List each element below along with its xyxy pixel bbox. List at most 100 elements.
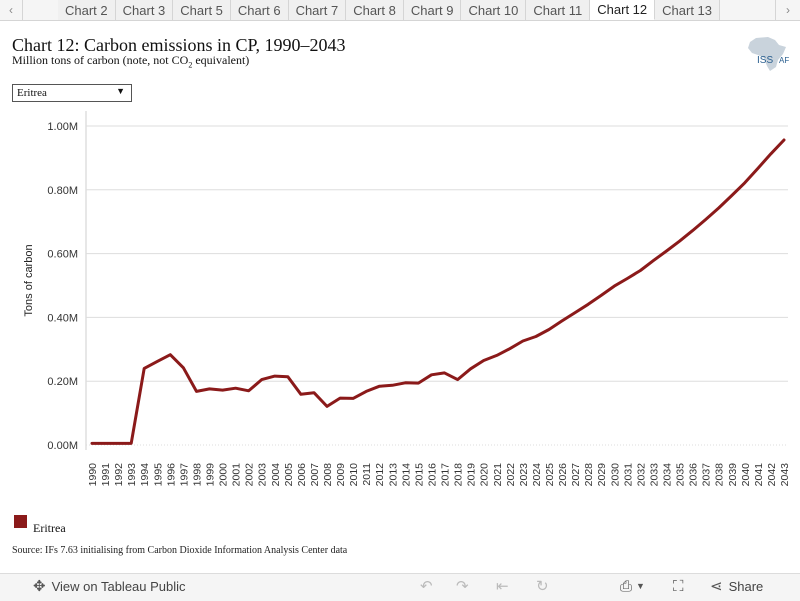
tab-chart-9[interactable]: Chart 9 bbox=[403, 0, 462, 20]
chart-subtitle: Million tons of carbon (note, not CO2 eq… bbox=[12, 53, 250, 70]
x-tick-label: 2029 bbox=[596, 463, 608, 487]
data-point[interactable] bbox=[103, 441, 108, 446]
data-point[interactable] bbox=[311, 390, 316, 395]
data-point[interactable] bbox=[625, 276, 630, 281]
data-point[interactable] bbox=[546, 327, 551, 332]
data-point[interactable] bbox=[194, 389, 199, 394]
data-point[interactable] bbox=[586, 302, 591, 307]
data-point[interactable] bbox=[116, 441, 121, 446]
data-point[interactable] bbox=[285, 374, 290, 379]
data-point[interactable] bbox=[520, 339, 525, 344]
data-point[interactable] bbox=[416, 381, 421, 386]
data-point[interactable] bbox=[755, 166, 760, 171]
x-tick-label: 1992 bbox=[113, 463, 125, 487]
svg-text:ISS: ISS bbox=[757, 55, 773, 66]
x-tick-label: 2026 bbox=[557, 463, 569, 487]
data-point[interactable] bbox=[233, 386, 238, 391]
data-point[interactable] bbox=[403, 380, 408, 385]
country-filter-dropdown[interactable]: Eritrea ▼ bbox=[12, 84, 132, 102]
chevron-left-icon: ‹ bbox=[9, 3, 13, 17]
tableau-logo-icon: ✥ bbox=[33, 578, 46, 595]
data-point[interactable] bbox=[651, 258, 656, 263]
data-point[interactable] bbox=[690, 228, 695, 233]
y-axis-title: Tons of carbon bbox=[23, 244, 35, 316]
x-tick-label: 2032 bbox=[635, 463, 647, 487]
data-point[interactable] bbox=[664, 249, 669, 254]
data-point[interactable] bbox=[507, 346, 512, 351]
x-tick-label: 2003 bbox=[257, 463, 269, 487]
data-point[interactable] bbox=[677, 239, 682, 244]
data-point[interactable] bbox=[390, 383, 395, 388]
data-point[interactable] bbox=[351, 396, 356, 401]
download-button[interactable]: ⎙ ▼ bbox=[620, 579, 645, 594]
revert-button[interactable]: ⇤ bbox=[496, 579, 509, 594]
data-point[interactable] bbox=[455, 377, 460, 382]
data-point[interactable] bbox=[494, 353, 499, 358]
x-tick-label: 2005 bbox=[283, 463, 295, 487]
data-point[interactable] bbox=[442, 370, 447, 375]
data-point[interactable] bbox=[377, 384, 382, 389]
tab-chart-2[interactable]: Chart 2 bbox=[58, 0, 116, 20]
view-on-tableau-button[interactable]: ✥ View on Tableau Public bbox=[33, 579, 186, 594]
redo-button[interactable]: ↷ bbox=[456, 579, 469, 594]
country-filter-value: Eritrea bbox=[17, 87, 47, 99]
data-point[interactable] bbox=[338, 396, 343, 401]
data-point[interactable] bbox=[612, 284, 617, 289]
data-point[interactable] bbox=[768, 151, 773, 156]
data-point[interactable] bbox=[429, 372, 434, 377]
data-point[interactable] bbox=[272, 374, 277, 379]
data-point[interactable] bbox=[599, 293, 604, 298]
tab-chart-11[interactable]: Chart 11 bbox=[526, 0, 591, 20]
tab-scroll-left-button[interactable]: ‹ bbox=[0, 0, 23, 20]
series-line-eritrea[interactable] bbox=[90, 138, 786, 445]
refresh-button[interactable]: ↻ bbox=[536, 579, 549, 594]
x-tick-label: 2002 bbox=[244, 463, 256, 487]
x-tick-label: 2028 bbox=[583, 463, 595, 487]
data-point[interactable] bbox=[325, 404, 330, 409]
data-point[interactable] bbox=[155, 359, 160, 364]
x-tick-label: 2000 bbox=[218, 463, 230, 487]
data-point[interactable] bbox=[638, 268, 643, 273]
data-point[interactable] bbox=[468, 366, 473, 371]
undo-button[interactable]: ↶ bbox=[420, 579, 433, 594]
data-point[interactable] bbox=[703, 217, 708, 222]
tab-chart-10[interactable]: Chart 10 bbox=[461, 0, 527, 20]
x-tick-label: 2022 bbox=[505, 463, 517, 487]
data-point[interactable] bbox=[533, 334, 538, 339]
x-tick-label: 2031 bbox=[622, 463, 634, 487]
tab-chart-3[interactable]: Chart 3 bbox=[115, 0, 174, 20]
tab-chart-12[interactable]: Chart 12 bbox=[590, 0, 656, 20]
x-tick-label: 2006 bbox=[296, 463, 308, 487]
data-point[interactable] bbox=[364, 389, 369, 394]
data-point[interactable] bbox=[207, 386, 212, 391]
data-point[interactable] bbox=[168, 352, 173, 357]
data-point[interactable] bbox=[716, 205, 721, 210]
data-point[interactable] bbox=[298, 392, 303, 397]
data-point[interactable] bbox=[782, 138, 787, 143]
fullscreen-button[interactable]: ⛶ bbox=[673, 579, 684, 594]
data-point[interactable] bbox=[560, 318, 565, 323]
x-tick-label: 2038 bbox=[714, 463, 726, 487]
share-button[interactable]: ⋖ Share bbox=[710, 579, 763, 594]
data-point[interactable] bbox=[246, 388, 251, 393]
data-point[interactable] bbox=[220, 388, 225, 393]
data-point[interactable] bbox=[742, 180, 747, 185]
tab-chart-7[interactable]: Chart 7 bbox=[288, 0, 347, 20]
data-point[interactable] bbox=[259, 377, 264, 382]
data-point[interactable] bbox=[729, 193, 734, 198]
x-tick-label: 2040 bbox=[740, 463, 752, 487]
tab-chart-6[interactable]: Chart 6 bbox=[230, 0, 289, 20]
tab-scroll-right-button[interactable]: › bbox=[775, 0, 800, 20]
x-tick-label: 2025 bbox=[544, 463, 556, 487]
tab-chart-8[interactable]: Chart 8 bbox=[346, 0, 404, 20]
data-point[interactable] bbox=[573, 310, 578, 315]
data-point[interactable] bbox=[181, 365, 186, 370]
data-point[interactable] bbox=[142, 366, 147, 371]
data-point[interactable] bbox=[481, 358, 486, 363]
data-point[interactable] bbox=[129, 441, 134, 446]
tab-chart-13[interactable]: Chart 13 bbox=[655, 0, 721, 20]
data-point[interactable] bbox=[90, 441, 95, 446]
tab-chart-5[interactable]: Chart 5 bbox=[173, 0, 231, 20]
legend-label[interactable]: Eritrea bbox=[33, 521, 66, 535]
x-tick-label: 2015 bbox=[413, 463, 425, 487]
